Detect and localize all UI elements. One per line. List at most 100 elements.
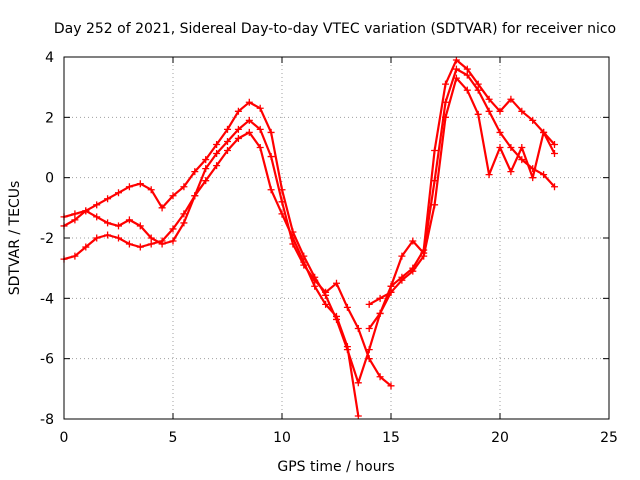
data-point-marker	[322, 288, 330, 296]
data-point-marker	[71, 210, 79, 218]
data-point-marker	[518, 144, 526, 151]
data-point-marker	[115, 222, 122, 230]
data-point-marker	[224, 147, 231, 155]
data-point-marker	[463, 65, 471, 73]
data-point-marker	[125, 216, 133, 224]
y-tick-label: 4	[45, 50, 54, 66]
data-point-marker	[245, 128, 253, 136]
data-point-marker	[234, 107, 242, 115]
data-point-marker	[169, 192, 177, 200]
series-track-3	[60, 116, 395, 390]
data-point-marker	[234, 125, 242, 133]
data-point-marker	[398, 276, 406, 284]
data-point-marker	[158, 237, 166, 245]
data-point-marker	[125, 183, 133, 191]
series-line	[62, 119, 393, 387]
data-point-marker	[267, 128, 275, 136]
data-point-marker	[463, 86, 471, 94]
data-point-marker	[420, 252, 428, 260]
data-point-marker	[147, 240, 155, 248]
data-point-marker	[71, 252, 79, 260]
data-point-marker	[147, 186, 155, 194]
data-point-marker	[376, 294, 384, 302]
data-point-marker	[442, 80, 449, 88]
data-point-marker	[452, 74, 460, 82]
data-point-marker	[431, 147, 439, 155]
data-point-marker	[115, 189, 122, 197]
data-point-marker	[82, 243, 90, 251]
data-point-marker	[115, 234, 122, 242]
data-point-marker	[518, 107, 526, 115]
data-point-marker	[82, 207, 90, 215]
data-point-marker	[496, 144, 504, 151]
y-tick-label: -4	[40, 291, 54, 307]
data-point-marker	[507, 95, 515, 103]
series-track-5	[387, 56, 558, 290]
data-point-marker	[180, 219, 188, 227]
data-point-marker	[289, 240, 297, 248]
data-point-marker	[256, 104, 264, 112]
data-point-marker	[474, 80, 482, 88]
data-point-marker	[387, 288, 395, 296]
data-point-marker	[93, 201, 101, 209]
data-point-marker	[333, 279, 340, 287]
data-point-marker	[93, 234, 101, 242]
data-point-marker	[518, 156, 526, 164]
data-point-marker	[551, 150, 558, 158]
data-point-marker	[245, 98, 253, 106]
data-point-marker	[125, 240, 133, 248]
y-tick-label: 0	[45, 171, 54, 187]
data-point-marker	[387, 382, 395, 390]
data-point-marker	[136, 180, 144, 188]
y-axis-label: SDTVAR / TECUs	[7, 181, 23, 296]
series-track-4	[365, 65, 558, 332]
data-point-marker	[452, 65, 460, 73]
data-point-marker	[452, 56, 460, 64]
x-tick-label: 10	[273, 430, 291, 446]
data-point-marker	[191, 192, 199, 200]
series-line	[389, 58, 556, 288]
data-point-marker	[234, 134, 242, 142]
data-point-marker	[213, 150, 221, 158]
data-point-marker	[213, 162, 221, 170]
series-track-2	[60, 98, 395, 387]
data-point-marker	[485, 171, 493, 179]
data-point-marker	[365, 300, 373, 308]
data-point-marker	[256, 125, 264, 133]
chart-title: Day 252 of 2021, Sidereal Day-to-day VTE…	[54, 21, 616, 37]
data-point-marker	[311, 282, 319, 290]
x-tick-label: 0	[60, 430, 69, 446]
data-point-marker	[300, 261, 308, 269]
data-point-marker	[485, 107, 493, 115]
data-point-marker	[485, 95, 493, 103]
x-tick-label: 25	[600, 430, 618, 446]
series-track-1	[60, 128, 362, 420]
data-point-marker	[343, 346, 351, 354]
series-line	[368, 76, 556, 306]
series-track-6	[365, 74, 558, 308]
data-point-marker	[93, 213, 101, 221]
grid-layer	[64, 57, 609, 419]
y-tick-label: -8	[40, 412, 54, 428]
data-point-marker	[322, 300, 330, 308]
data-point-marker	[169, 225, 177, 233]
x-tick-label: 20	[491, 430, 509, 446]
data-point-marker	[136, 243, 144, 251]
data-point-marker	[551, 183, 558, 191]
y-tick-label: -2	[40, 231, 54, 247]
data-point-marker	[104, 231, 112, 239]
data-point-marker	[540, 171, 548, 179]
y-tick-label: -6	[40, 352, 54, 368]
x-tick-label: 5	[169, 430, 178, 446]
data-point-marker	[507, 168, 515, 176]
x-axis-label: GPS time / hours	[277, 459, 394, 475]
data-point-marker	[409, 267, 417, 275]
data-point-marker	[224, 125, 231, 133]
data-point-marker	[136, 222, 144, 230]
data-point-marker	[104, 195, 112, 203]
data-point-marker	[224, 137, 231, 145]
data-point-marker	[376, 373, 384, 381]
y-tick-label: 2	[45, 110, 54, 126]
data-point-marker	[333, 315, 340, 323]
